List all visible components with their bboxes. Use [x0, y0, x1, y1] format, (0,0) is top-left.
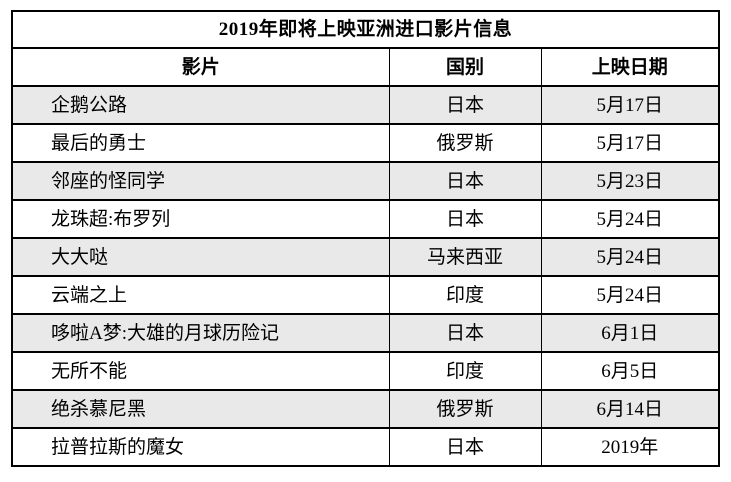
film-cell: 企鹅公路: [11, 85, 390, 125]
film-cell: 龙珠超:布罗列: [11, 199, 390, 239]
table-row: 拉普拉斯的魔女 日本 2019年: [11, 427, 720, 467]
table-row: 无所不能 印度 6月5日: [11, 351, 720, 391]
country-cell: 俄罗斯: [388, 123, 542, 163]
country-cell: 日本: [388, 161, 542, 201]
table-row: 企鹅公路 日本 5月17日: [11, 85, 720, 125]
table-row: 云端之上 印度 5月24日: [11, 275, 720, 315]
film-cell: 哆啦A梦:大雄的月球历险记: [11, 313, 390, 353]
date-cell: 6月5日: [540, 351, 720, 391]
date-cell: 5月24日: [540, 237, 720, 277]
film-cell: 邻座的怪同学: [11, 161, 390, 201]
date-cell: 6月1日: [540, 313, 720, 353]
table-title: 2019年即将上映亚洲进口影片信息: [11, 10, 720, 49]
film-cell: 绝杀慕尼黑: [11, 389, 390, 429]
country-cell: 俄罗斯: [388, 389, 542, 429]
header-row: 影片 国别 上映日期: [11, 47, 720, 87]
column-header-film: 影片: [11, 47, 390, 87]
country-cell: 日本: [388, 313, 542, 353]
date-cell: 5月17日: [540, 123, 720, 163]
country-cell: 日本: [388, 199, 542, 239]
document-page: 2019年即将上映亚洲进口影片信息 影片 国别 上映日期 企鹅公路 日本 5月17日…: [11, 10, 721, 467]
table-row: 绝杀慕尼黑 俄罗斯 6月14日: [11, 389, 720, 429]
film-cell: 拉普拉斯的魔女: [11, 427, 390, 467]
table-body: 企鹅公路 日本 5月17日 最后的勇士 俄罗斯 5月17日 邻座的怪同学 日本 5月23日 龙珠超…: [11, 85, 720, 467]
film-cell: 云端之上: [11, 275, 390, 315]
movies-table: 2019年即将上映亚洲进口影片信息 影片 国别 上映日期 企鹅公路 日本 5月17日…: [11, 10, 721, 467]
date-cell: 2019年: [540, 427, 720, 467]
country-cell: 印度: [388, 351, 542, 391]
country-cell: 马来西亚: [388, 237, 542, 277]
table-row: 大大哒 马来西亚 5月24日: [11, 237, 720, 277]
date-cell: 5月23日: [540, 161, 720, 201]
title-row: 2019年即将上映亚洲进口影片信息: [11, 10, 720, 49]
column-header-country: 国别: [388, 47, 542, 87]
film-cell: 无所不能: [11, 351, 390, 391]
film-cell: 大大哒: [11, 237, 390, 277]
date-cell: 5月24日: [540, 275, 720, 315]
table-row: 哆啦A梦:大雄的月球历险记 日本 6月1日: [11, 313, 720, 353]
date-cell: 5月24日: [540, 199, 720, 239]
column-header-date: 上映日期: [540, 47, 720, 87]
country-cell: 日本: [388, 427, 542, 467]
country-cell: 日本: [388, 85, 542, 125]
date-cell: 5月17日: [540, 85, 720, 125]
date-cell: 6月14日: [540, 389, 720, 429]
table-row: 邻座的怪同学 日本 5月23日: [11, 161, 720, 201]
film-cell: 最后的勇士: [11, 123, 390, 163]
table-row: 龙珠超:布罗列 日本 5月24日: [11, 199, 720, 239]
country-cell: 印度: [388, 275, 542, 315]
table-row: 最后的勇士 俄罗斯 5月17日: [11, 123, 720, 163]
